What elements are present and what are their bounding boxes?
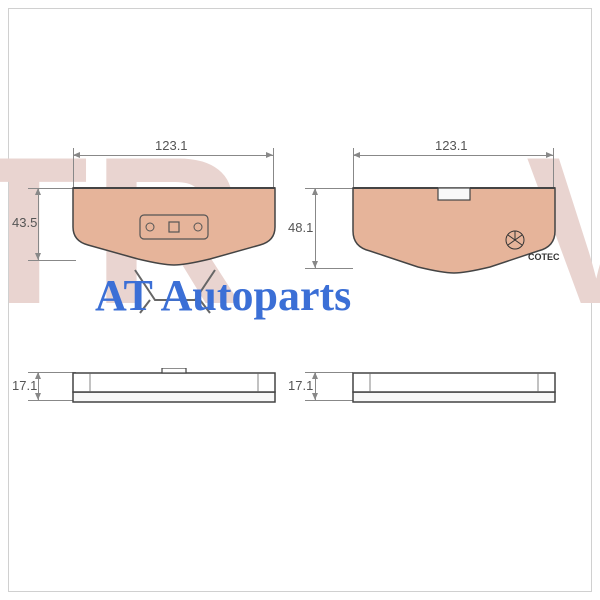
- dim-height-right-label: 48.1: [288, 220, 313, 235]
- right-pad-front: [350, 185, 558, 275]
- dim-thick-left-label: 17.1: [12, 378, 37, 393]
- dim-width-left: [73, 155, 273, 156]
- ext-line: [305, 400, 353, 401]
- right-pad-side: [350, 368, 558, 408]
- ext-line: [553, 148, 554, 188]
- ext-line: [28, 400, 76, 401]
- dim-thick-right-label: 17.1: [288, 378, 313, 393]
- dim-height-left-label: 43.5: [12, 215, 37, 230]
- ext-line: [305, 268, 353, 269]
- left-pad-clip: [115, 265, 235, 315]
- left-pad-side: [70, 368, 278, 408]
- dim-thick-left: [38, 372, 39, 400]
- cotec-badge: COTEC: [528, 252, 560, 262]
- dim-height-left: [38, 188, 39, 260]
- dim-width-right-label: 123.1: [435, 138, 468, 153]
- dim-thick-right: [315, 372, 316, 400]
- left-pad-front: [70, 185, 278, 267]
- dim-width-left-label: 123.1: [155, 138, 188, 153]
- dim-width-right: [353, 155, 553, 156]
- drawing-frame: [8, 8, 592, 592]
- dim-height-right: [315, 188, 316, 268]
- ext-line: [273, 148, 274, 188]
- ext-line: [28, 260, 76, 261]
